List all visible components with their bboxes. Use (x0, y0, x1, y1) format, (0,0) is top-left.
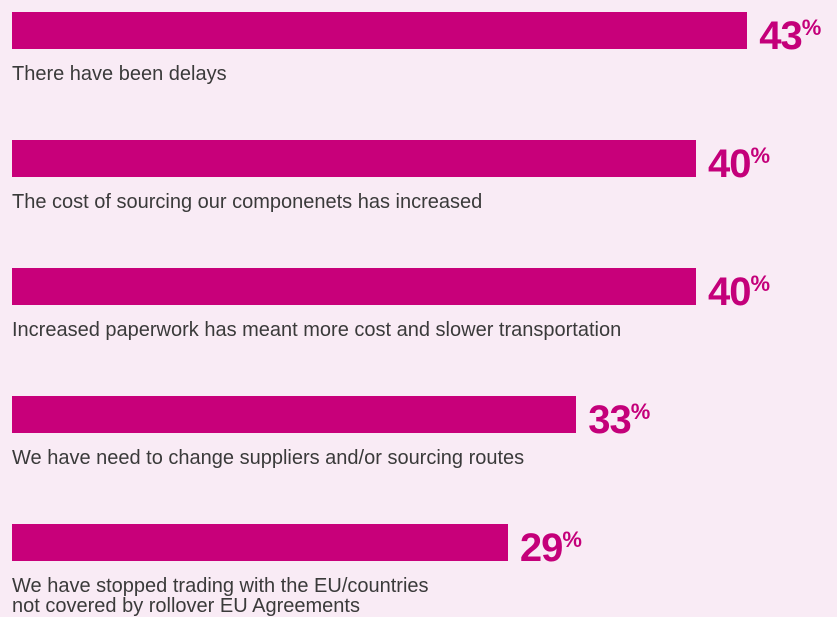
bar (12, 396, 577, 433)
value-label: 40% (708, 142, 771, 186)
category-label: We have need to change suppliers and/or … (12, 447, 525, 469)
bar (12, 524, 508, 561)
bar (12, 268, 696, 305)
value-label: 33% (588, 398, 651, 442)
category-label: The cost of sourcing our componenets has… (12, 191, 483, 213)
value-label: 40% (708, 270, 771, 314)
bar (12, 140, 696, 177)
value-label: 29% (519, 526, 582, 570)
value-label: 43% (759, 14, 822, 58)
category-label: We have stopped trading with the EU/coun… (12, 575, 429, 617)
category-label: Increased paperwork has meant more cost … (12, 319, 622, 341)
bar (12, 12, 748, 49)
category-label: There have been delays (12, 63, 227, 85)
